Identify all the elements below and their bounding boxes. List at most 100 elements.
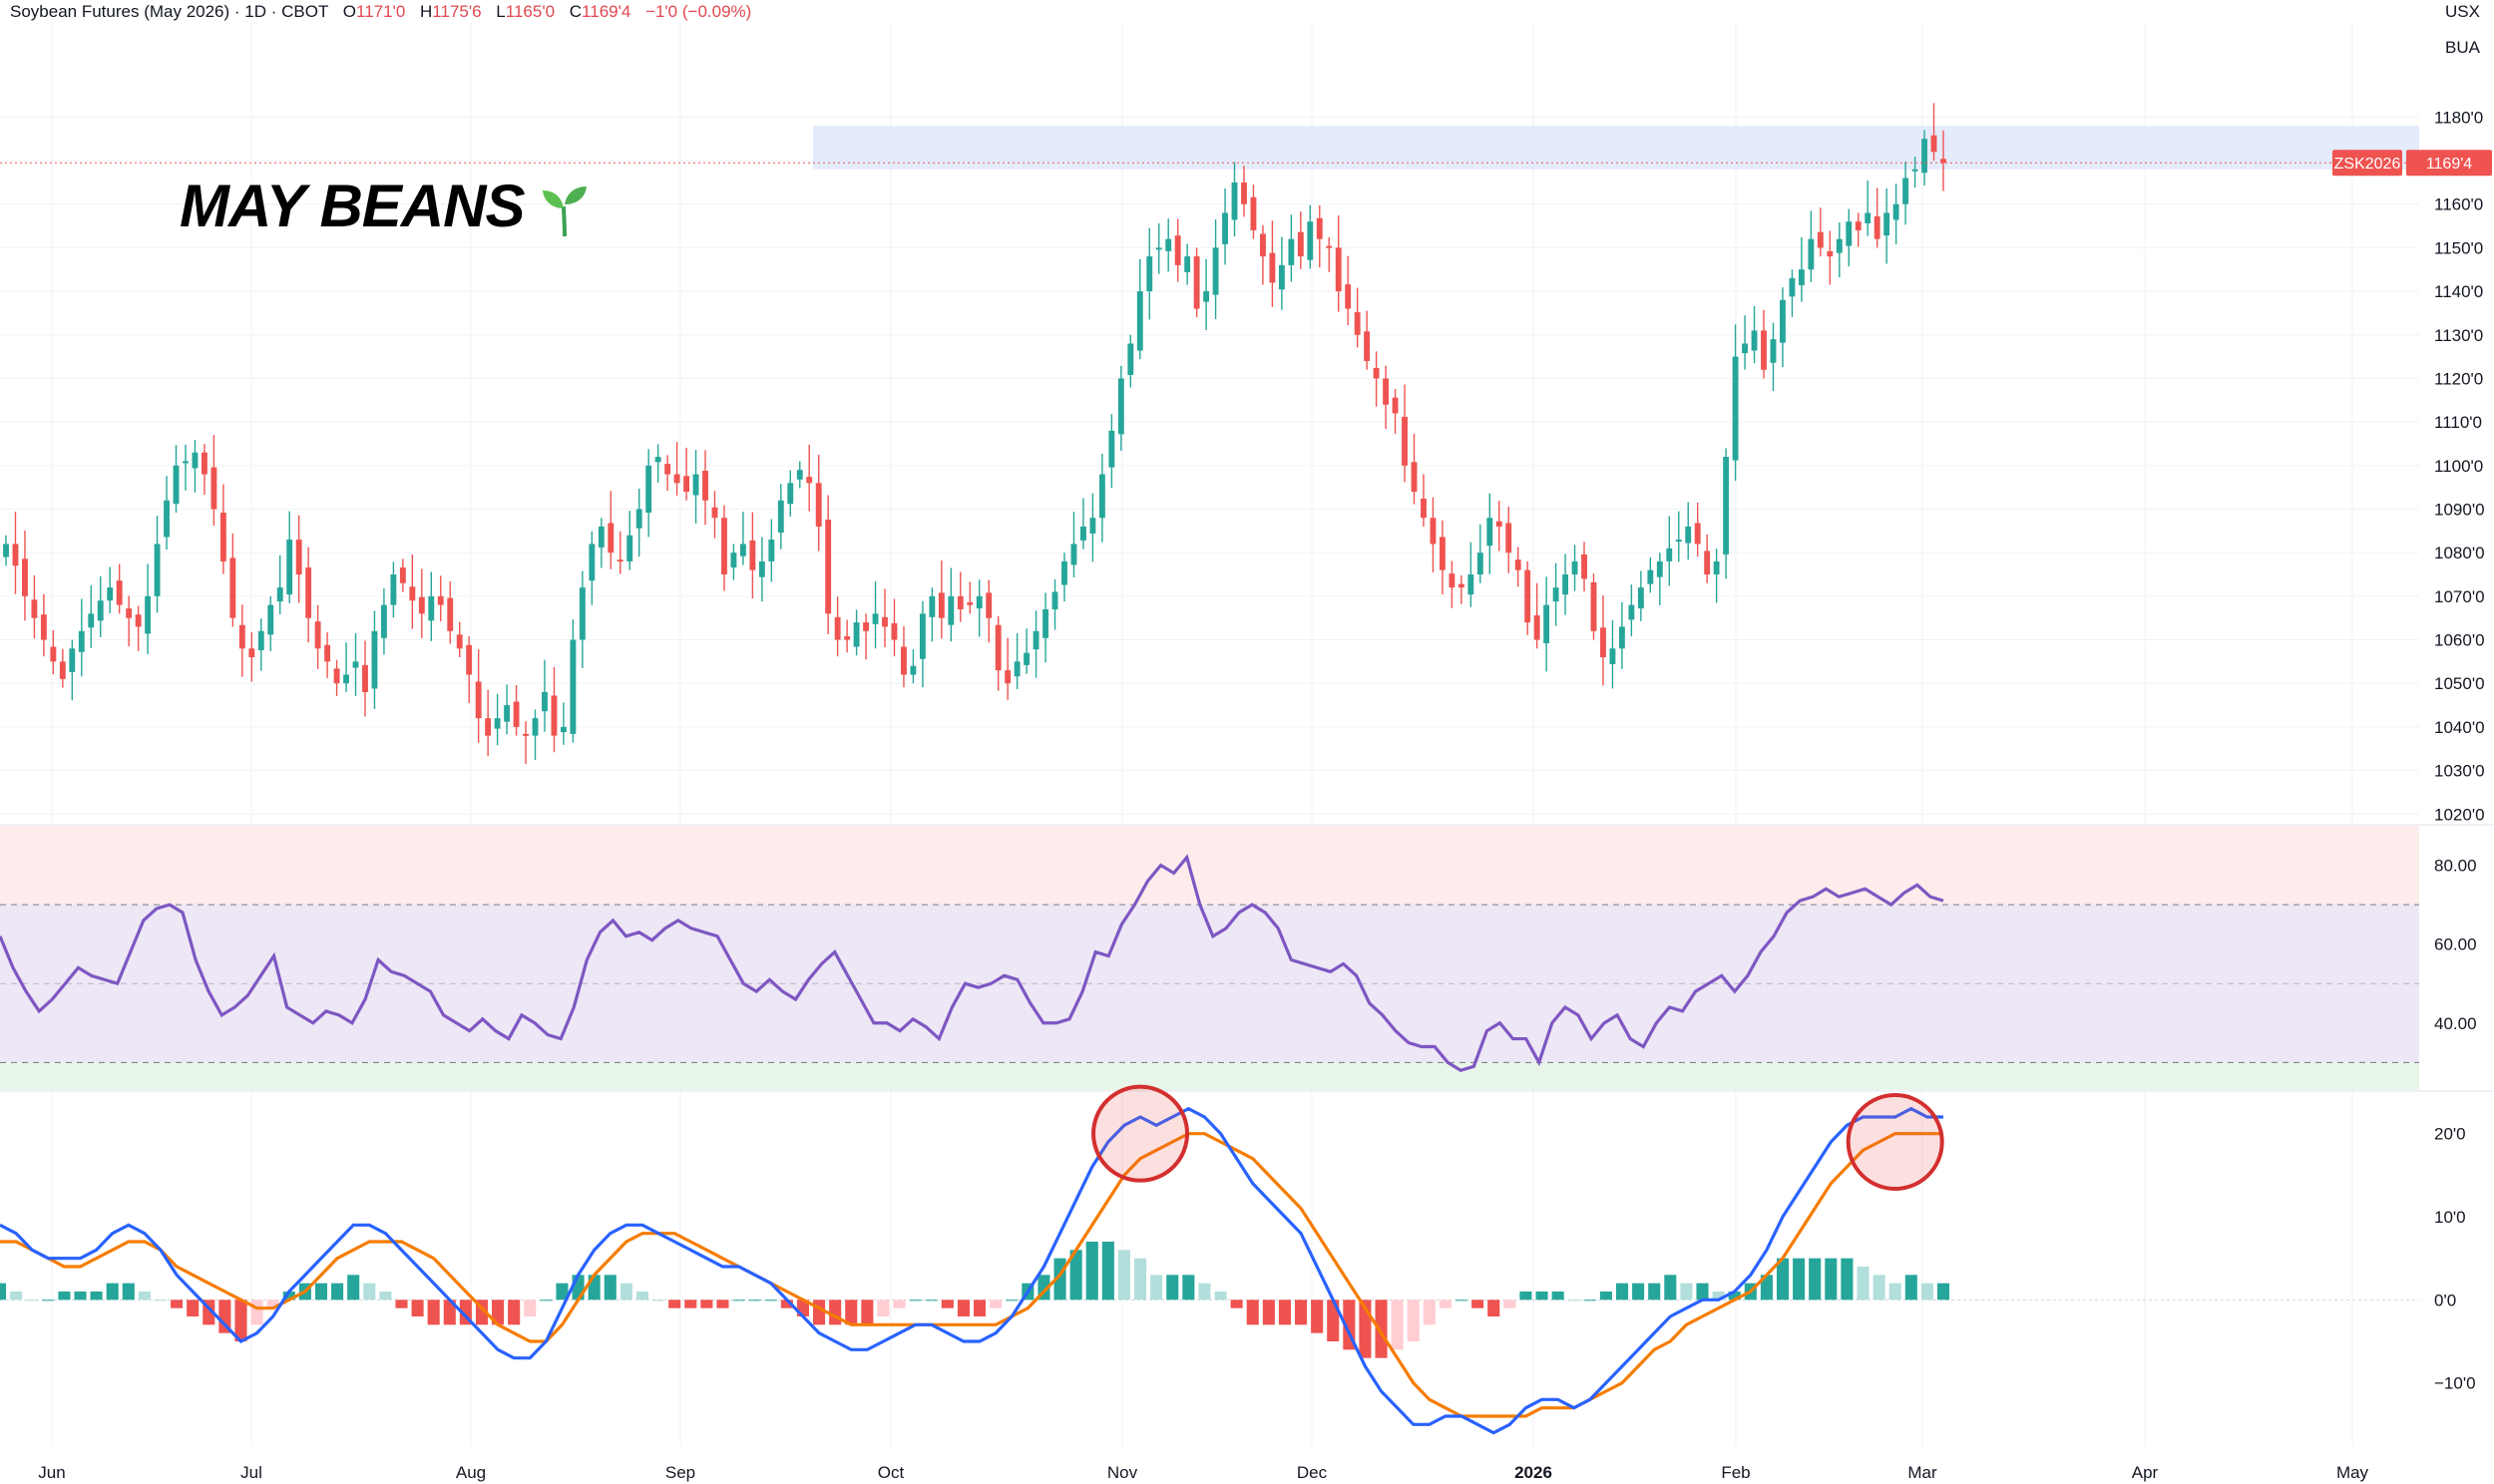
candle <box>1865 181 1871 236</box>
candle <box>542 659 548 732</box>
candle <box>352 632 359 696</box>
candle-body <box>1666 548 1673 561</box>
candle-body <box>721 518 727 575</box>
macd-line <box>0 1106 1943 1435</box>
rsi-line <box>0 854 1944 1072</box>
candle-body <box>1637 587 1644 609</box>
candle-body <box>88 613 95 628</box>
candle-body <box>428 595 435 621</box>
candle-body <box>456 634 463 649</box>
candle <box>1495 501 1502 552</box>
candle <box>428 571 435 641</box>
candle-body <box>1259 233 1266 257</box>
time-axis-label: Dec <box>1297 1463 1328 1482</box>
macd-histogram-bar <box>218 1299 231 1333</box>
candle <box>257 618 264 671</box>
macd-histogram-bar <box>1793 1258 1806 1300</box>
candle-body <box>749 540 756 570</box>
macd-histogram-bar <box>1632 1283 1645 1300</box>
candle-body <box>1704 551 1711 575</box>
candle <box>107 566 114 613</box>
candle-body <box>1656 560 1663 577</box>
macd-histogram-bar <box>1936 1283 1950 1300</box>
candle-body <box>267 604 274 635</box>
unit-label[interactable]: BUA <box>2445 38 2480 57</box>
candle <box>485 689 492 757</box>
candle-body <box>1307 221 1314 260</box>
candle <box>1070 512 1077 578</box>
macd-histogram-bar <box>1069 1250 1082 1300</box>
candle-body <box>523 733 529 736</box>
macd-histogram-bar <box>732 1299 745 1301</box>
symbol-tag-bg <box>2332 150 2402 177</box>
candle-body <box>1930 135 1937 153</box>
candle-body <box>1269 252 1276 283</box>
candle <box>1685 502 1692 560</box>
candle-body <box>447 597 454 631</box>
candle <box>1345 255 1352 326</box>
candle-body <box>532 718 539 736</box>
candle-body <box>210 467 217 510</box>
candle-body <box>1373 367 1380 379</box>
macd-histogram-bar <box>974 1299 987 1316</box>
candle <box>1089 493 1096 562</box>
candle <box>1675 511 1682 562</box>
price-axis-label: 1100'0 <box>2434 457 2483 476</box>
candle <box>834 596 841 657</box>
candle <box>1373 351 1380 407</box>
macd-histogram-bar <box>1101 1242 1114 1300</box>
macd-histogram-bar <box>1503 1299 1516 1308</box>
candle-body <box>1808 238 1815 270</box>
candle-body <box>617 559 624 562</box>
candle <box>456 621 463 658</box>
candle <box>201 443 208 496</box>
candle-body <box>97 600 104 621</box>
macd-histogram-bar <box>957 1299 970 1316</box>
candle <box>1846 208 1853 267</box>
price-axis-label: 1050'0 <box>2434 674 2485 693</box>
candle-body <box>1495 521 1502 527</box>
rsi-overbought-zone <box>0 826 2419 906</box>
candle <box>1713 549 1720 603</box>
banner-title: MAY BEANS <box>180 172 590 240</box>
candle-body <box>1476 553 1483 575</box>
candle-body <box>40 614 47 640</box>
high-value: 1175'6 <box>432 2 482 21</box>
candle-body <box>1089 518 1096 534</box>
candle <box>1364 310 1371 370</box>
candle-body <box>1316 217 1323 239</box>
macd-histogram-bar <box>1198 1283 1211 1300</box>
candle <box>371 610 378 709</box>
candle <box>210 435 217 527</box>
candle <box>1354 287 1361 348</box>
candle <box>579 570 586 668</box>
macd-histogram-bar <box>171 1299 184 1308</box>
time-axis-label: Mar <box>1907 1463 1937 1482</box>
candle-body <box>1449 573 1455 588</box>
macd-histogram-bar <box>1825 1258 1838 1300</box>
candle <box>1770 322 1777 392</box>
candle <box>504 684 511 735</box>
candle-body <box>154 544 161 596</box>
candle-body <box>635 509 642 529</box>
macd-axis-label: −10'0 <box>2434 1374 2476 1393</box>
candle <box>608 491 615 569</box>
candle-body <box>1117 378 1124 435</box>
price-axis-label: 1110'0 <box>2434 413 2482 432</box>
candle <box>12 512 19 594</box>
candle-body <box>768 540 775 561</box>
price-axis-label: 1140'0 <box>2434 282 2483 301</box>
macd-histogram-bar <box>347 1275 360 1300</box>
seedling-icon <box>543 186 588 237</box>
candle <box>1637 570 1644 621</box>
macd-histogram-bar <box>331 1283 344 1300</box>
candle-body <box>995 624 1002 671</box>
candle-body <box>1326 245 1333 248</box>
macd-histogram-bar <box>861 1299 874 1325</box>
macd-histogram-bar <box>1182 1275 1195 1300</box>
macd-histogram-bar <box>1085 1242 1098 1300</box>
currency-label[interactable]: USX <box>2445 2 2480 21</box>
candle <box>1411 433 1418 505</box>
candle-body <box>882 616 888 627</box>
candle-body <box>1392 397 1399 414</box>
